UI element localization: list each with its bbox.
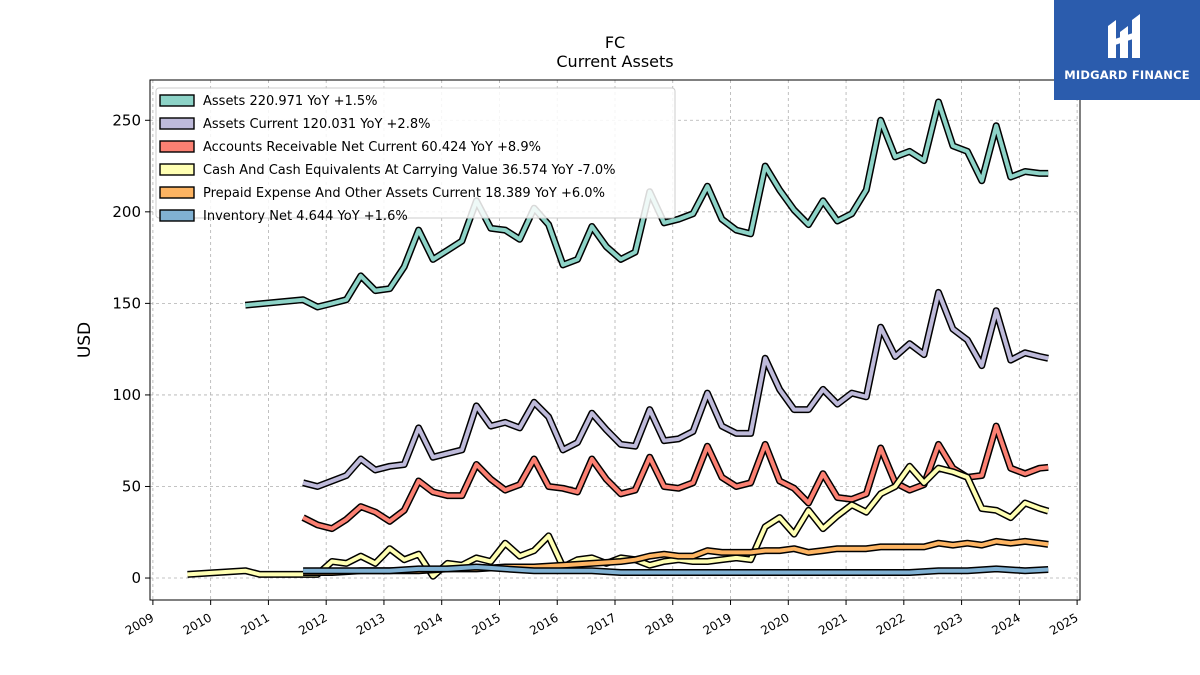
series-line-cash-and-cash-equivalents-at-carrying-value xyxy=(187,464,1049,579)
series-accounts-receivable-net-current xyxy=(301,422,1049,533)
series-line-assets-current xyxy=(302,290,1049,489)
x-tick-label: 2019 xyxy=(701,610,734,637)
x-tick-label: 2010 xyxy=(181,610,214,637)
legend-item-prepaid-expense-and-other-assets-current: Prepaid Expense And Other Assets Current… xyxy=(159,186,605,201)
legend-label: Assets 220.971 YoY +1.5% xyxy=(203,94,378,109)
legend-item-accounts-receivable-net-current: Accounts Receivable Net Current 60.424 Y… xyxy=(159,140,541,155)
x-tick-label: 2022 xyxy=(874,610,907,637)
chart-subtitle: Current Assets xyxy=(556,52,674,71)
legend-box xyxy=(155,87,676,219)
x-tick-label: 2016 xyxy=(527,610,560,637)
x-tick-label: 2023 xyxy=(932,610,965,637)
legend-swatch xyxy=(159,163,195,176)
y-tick-label: 100 xyxy=(112,386,141,404)
series-assets-current xyxy=(302,288,1049,490)
midgard-logo-icon xyxy=(1108,14,1140,58)
brand-name: MIDGARD FINANCE xyxy=(1064,68,1190,82)
legend-item-cash-and-cash-equivalents-at-carrying-value: Cash And Cash Equivalents At Carrying Va… xyxy=(159,163,615,178)
series-line-inventory-net xyxy=(303,565,1049,575)
chart-title: FC xyxy=(604,33,626,52)
x-tick-label: 2017 xyxy=(585,610,618,637)
legend-item-assets-current: Assets Current 120.031 YoY +2.8% xyxy=(159,117,430,132)
y-tick-label: 0 xyxy=(131,569,141,587)
x-tick-label: 2020 xyxy=(758,610,791,637)
legend-swatch xyxy=(159,209,195,222)
x-tick-label: 2025 xyxy=(1047,610,1080,637)
x-tick-label: 2018 xyxy=(643,610,676,637)
legend-swatch xyxy=(159,94,195,107)
brand-logo: MIDGARD FINANCE xyxy=(1054,0,1200,100)
legend-label: Prepaid Expense And Other Assets Current… xyxy=(203,186,605,201)
y-axis-label: USD xyxy=(75,322,95,358)
y-tick-label: 200 xyxy=(112,203,141,221)
legend-label: Cash And Cash Equivalents At Carrying Va… xyxy=(203,163,615,178)
series-assets xyxy=(244,98,1049,311)
legend-swatch xyxy=(159,140,195,153)
x-tick-label: 2014 xyxy=(412,610,445,637)
series-cash-and-cash-equivalents-at-carrying-value xyxy=(187,462,1050,580)
series-line-assets xyxy=(245,100,1049,309)
legend-item-inventory-net: Inventory Net 4.644 YoY +1.6% xyxy=(159,209,408,224)
series-lines xyxy=(187,98,1050,580)
legend-swatch xyxy=(159,186,195,199)
series-inventory-net xyxy=(303,563,1049,576)
legend-label: Inventory Net 4.644 YoY +1.6% xyxy=(203,209,408,224)
y-tick-label: 50 xyxy=(122,477,141,495)
legend-label: Assets Current 120.031 YoY +2.8% xyxy=(203,117,430,132)
y-axis: 0 50 100 150 200 250 xyxy=(112,111,150,587)
legend-label: Accounts Receivable Net Current 60.424 Y… xyxy=(203,140,541,155)
series-line-accounts-receivable-net-current xyxy=(302,424,1049,531)
x-tick-label: 2021 xyxy=(816,610,849,637)
y-tick-label: 250 xyxy=(112,111,141,129)
legend: Assets 220.971 YoY +1.5% Assets Current 1… xyxy=(155,87,676,224)
legend-swatch xyxy=(159,117,195,130)
x-tick-label: 2009 xyxy=(123,610,156,637)
x-tick-label: 2024 xyxy=(989,610,1022,637)
y-tick-label: 150 xyxy=(112,294,141,312)
x-tick-label: 2011 xyxy=(238,610,271,637)
legend-item-assets: Assets 220.971 YoY +1.5% xyxy=(159,94,378,109)
x-tick-label: 2015 xyxy=(470,610,503,637)
x-tick-label: 2012 xyxy=(296,610,329,637)
x-tick-label: 2013 xyxy=(354,610,387,637)
x-axis: 2009 2010 2011 2012 2013 2014 2015 2016 2017 2018… xyxy=(123,600,1081,638)
